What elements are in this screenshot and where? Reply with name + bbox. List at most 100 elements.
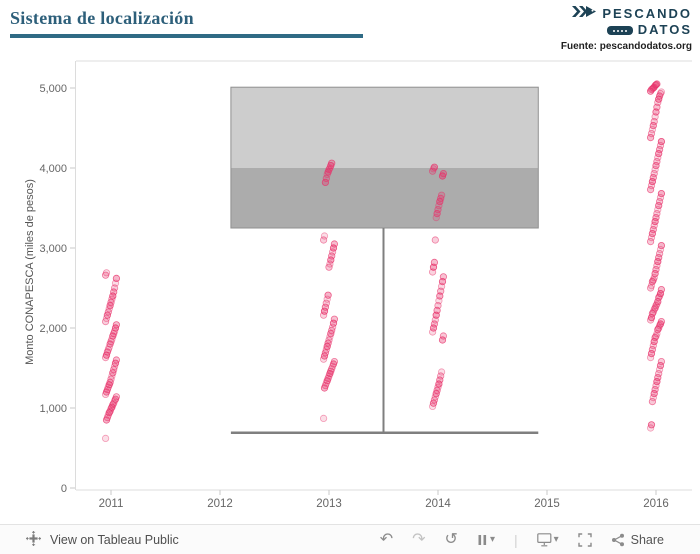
x-tick-label: 2013	[316, 498, 342, 510]
x-tick-label: 2015	[534, 498, 560, 510]
share-button[interactable]: Share	[611, 533, 664, 547]
fullscreen-icon	[577, 532, 592, 547]
fullscreen-button[interactable]	[577, 532, 592, 547]
data-point[interactable]	[437, 191, 446, 199]
x-tick-label: 2012	[207, 498, 233, 510]
fish-logo-icon	[571, 5, 597, 23]
data-point[interactable]	[102, 434, 110, 442]
data-point[interactable]	[649, 276, 657, 284]
data-point[interactable]	[656, 90, 665, 98]
data-point[interactable]	[430, 163, 438, 171]
view-on-tableau-public-link[interactable]: View on Tableau Public	[26, 530, 179, 549]
data-point[interactable]	[439, 170, 447, 178]
undo-icon[interactable]: ↶	[379, 530, 394, 548]
data-point[interactable]	[112, 274, 121, 282]
data-point[interactable]	[439, 273, 447, 281]
brand-name-line2: DATOS	[637, 22, 692, 38]
data-point[interactable]	[653, 158, 661, 166]
data-point[interactable]	[655, 369, 663, 378]
pescando-datos-brand: PESCANDO DATOS Fuente: pescandodatos.org	[561, 5, 692, 53]
data-point[interactable]	[655, 198, 664, 206]
chevron-down-icon: ▾	[489, 533, 495, 545]
data-point[interactable]	[649, 308, 657, 316]
download-button[interactable]: ▾	[536, 532, 559, 547]
box-lower-half	[230, 168, 539, 228]
data-point[interactable]	[112, 356, 121, 364]
data-point[interactable]	[112, 321, 121, 329]
data-point[interactable]	[328, 159, 336, 167]
data-point[interactable]	[431, 236, 439, 244]
pause-icon	[478, 534, 487, 545]
view-on-tableau-public-label: View on Tableau Public	[50, 532, 179, 547]
data-point[interactable]	[102, 269, 111, 277]
data-point[interactable]	[657, 317, 666, 326]
revert-icon[interactable]: ↺	[444, 530, 458, 548]
pause-auto-update-button[interactable]: ▾	[477, 534, 495, 546]
toolbar-actions: ↶ ↷ ↺ ▾ | ▾	[379, 530, 664, 548]
data-point[interactable]	[107, 375, 115, 383]
redo-icon[interactable]: ↷	[412, 530, 426, 548]
data-point[interactable]	[322, 299, 330, 307]
data-point[interactable]	[646, 284, 655, 292]
box-border	[230, 86, 539, 229]
data-point[interactable]	[330, 357, 338, 366]
data-point[interactable]	[650, 118, 658, 126]
y-tick-label: 4,000	[39, 163, 67, 175]
data-point[interactable]	[437, 368, 446, 376]
data-point[interactable]	[428, 167, 437, 175]
data-point[interactable]	[657, 357, 666, 366]
data-point[interactable]	[646, 238, 655, 246]
data-point[interactable]	[112, 393, 121, 401]
data-point[interactable]	[104, 308, 112, 316]
data-point[interactable]	[653, 80, 661, 88]
title-underline	[10, 34, 363, 38]
data-point[interactable]	[111, 284, 119, 292]
data-point[interactable]	[437, 287, 445, 295]
data-point[interactable]	[647, 421, 656, 429]
data-point[interactable]	[330, 240, 338, 248]
data-point[interactable]	[324, 291, 332, 299]
data-point[interactable]	[110, 365, 118, 374]
data-point[interactable]	[102, 271, 110, 279]
data-point[interactable]	[653, 210, 661, 218]
binary-pill-icon	[606, 26, 633, 36]
data-point[interactable]	[655, 324, 663, 332]
download-icon	[536, 532, 552, 546]
data-point[interactable]	[657, 138, 666, 146]
tableau-toolbar: View on Tableau Public ↶ ↷ ↺ ▾ | ▾	[0, 524, 700, 554]
data-point[interactable]	[319, 236, 328, 244]
plot-svg: 0 1,000 2,000 3,000 4,000 5,000 2011 2012 2013 20…	[39, 60, 692, 510]
page-title: Sistema de localización	[10, 8, 194, 28]
data-point[interactable]	[110, 399, 118, 407]
data-point[interactable]	[650, 170, 658, 178]
data-point[interactable]	[657, 190, 666, 198]
data-point[interactable]	[648, 397, 657, 406]
data-point[interactable]	[439, 332, 447, 340]
data-point[interactable]	[434, 206, 442, 214]
data-point[interactable]	[655, 250, 664, 258]
chevron-down-icon: ▾	[553, 533, 559, 545]
data-point[interactable]	[102, 317, 110, 326]
y-tick-label: 2,000	[39, 323, 67, 335]
data-point[interactable]	[647, 130, 656, 138]
data-point[interactable]	[657, 88, 666, 96]
data-point[interactable]	[320, 232, 329, 240]
data-point[interactable]	[430, 258, 438, 266]
data-point[interactable]	[322, 174, 330, 182]
data-point[interactable]	[657, 285, 666, 294]
tableau-logo-icon	[26, 530, 41, 549]
data-point[interactable]	[319, 414, 328, 422]
data-point[interactable]	[328, 326, 336, 334]
data-point[interactable]	[325, 263, 333, 271]
data-point[interactable]	[657, 242, 666, 250]
brand-row-1: PESCANDO	[561, 5, 692, 23]
data-point[interactable]	[652, 332, 660, 340]
y-tick-label: 0	[61, 483, 67, 495]
data-point[interactable]	[434, 301, 442, 310]
data-point[interactable]	[330, 315, 338, 323]
data-point[interactable]	[325, 336, 333, 344]
data-point[interactable]	[430, 396, 438, 404]
share-icon	[611, 533, 624, 546]
data-point[interactable]	[652, 301, 660, 310]
data-point[interactable]	[437, 372, 445, 380]
